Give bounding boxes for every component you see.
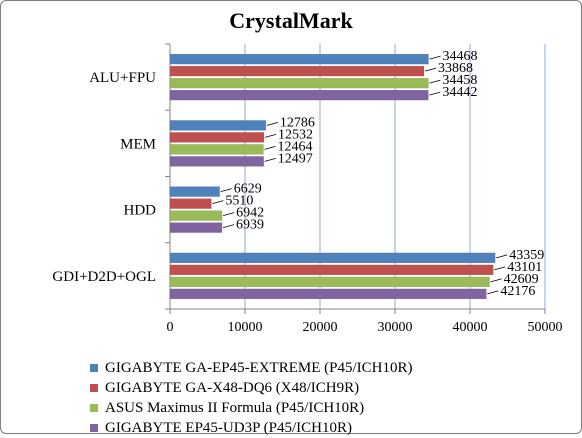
data-label: 42609	[504, 272, 539, 287]
bar	[169, 288, 487, 300]
data-label-leader	[264, 145, 276, 150]
legend-swatch	[90, 424, 98, 432]
chart-title: CrystalMark	[229, 8, 353, 33]
legend-item: GIGABYTE EP45-UD3P (P45/ICH10R)	[90, 418, 570, 438]
data-label: 42176	[500, 284, 535, 299]
x-tick-label: 30000	[378, 320, 413, 335]
category-label: HDD	[124, 203, 157, 219]
data-label-leader	[264, 133, 277, 138]
data-label: 12464	[277, 139, 312, 154]
data-label: 43101	[507, 260, 542, 275]
legend-label: ASUS Maximus II Formula (P45/ICH10R)	[105, 399, 365, 416]
category-label: GDI+D2D+OGL	[52, 269, 156, 285]
legend-item: GIGABYTE GA-EP45-EXTREME (P45/ICH10R)	[90, 358, 570, 378]
data-label: 34458	[442, 73, 477, 88]
bar	[169, 89, 429, 101]
data-label-leader	[266, 121, 279, 126]
bar	[169, 120, 267, 131]
bar	[169, 276, 490, 288]
legend-swatch	[90, 404, 98, 412]
x-tick-label: 40000	[453, 320, 488, 335]
data-label: 12786	[280, 115, 315, 130]
bar	[169, 222, 223, 233]
legend-label: GIGABYTE EP45-UD3P (P45/ICH10R)	[105, 419, 352, 436]
x-tick-label: 10000	[228, 320, 263, 335]
data-label: 33868	[438, 61, 473, 76]
bar	[169, 144, 264, 155]
bar	[169, 65, 425, 77]
data-label: 12532	[278, 127, 313, 142]
data-label-leader	[222, 224, 235, 229]
data-label: 6629	[234, 182, 262, 197]
bar	[169, 264, 494, 276]
legend-item: ASUS Maximus II Formula (P45/ICH10R)	[90, 398, 570, 418]
bar	[169, 132, 265, 143]
legend-swatch	[90, 364, 98, 372]
category-label: ALU+FPU	[89, 70, 156, 86]
data-label-leader	[429, 55, 441, 60]
legend-label: GIGABYTE GA-X48-DQ6 (X48/ICH9R)	[105, 379, 360, 396]
data-label-leader	[222, 212, 235, 217]
bar	[169, 186, 220, 197]
bar	[169, 53, 429, 65]
bar	[169, 156, 264, 167]
bar	[169, 210, 223, 221]
x-tick-label: 50000	[528, 320, 563, 335]
bar	[169, 77, 429, 89]
data-label-leader	[220, 188, 232, 193]
bar	[169, 198, 212, 209]
data-label: 34442	[442, 85, 477, 100]
data-label-leader	[212, 200, 224, 205]
data-label-leader	[494, 266, 506, 271]
x-tick-label: 20000	[303, 320, 338, 335]
data-label-leader	[429, 91, 441, 96]
chart-legend: GIGABYTE GA-EP45-EXTREME (P45/ICH10R) GIG…	[90, 358, 570, 438]
data-label-leader	[424, 67, 437, 72]
legend-swatch	[90, 384, 98, 392]
data-label-leader	[264, 157, 276, 162]
data-label-leader	[496, 254, 508, 259]
data-label: 6939	[236, 218, 264, 233]
data-label: 43359	[509, 248, 544, 263]
data-label-leader	[490, 278, 502, 283]
data-label: 6942	[236, 206, 264, 221]
category-label: MEM	[120, 136, 156, 152]
bar	[169, 252, 496, 264]
x-tick-label: 0	[167, 320, 174, 335]
data-label-leader	[487, 290, 499, 295]
data-label: 34468	[443, 49, 478, 64]
data-label: 12497	[278, 151, 313, 166]
data-label-leader	[429, 79, 441, 84]
data-label: 5510	[225, 194, 253, 209]
legend-item: GIGABYTE GA-X48-DQ6 (X48/ICH9R)	[90, 378, 570, 398]
legend-label: GIGABYTE GA-EP45-EXTREME (P45/ICH10R)	[105, 359, 413, 376]
